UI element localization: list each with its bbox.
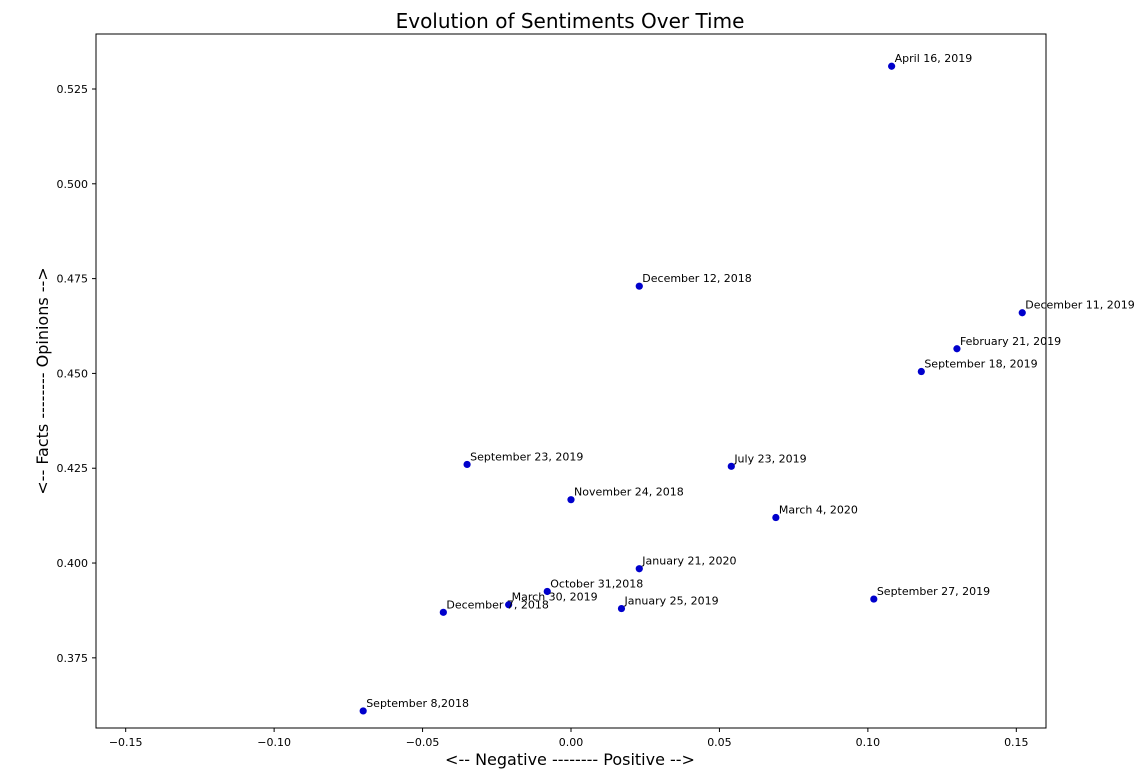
data-point — [567, 496, 575, 504]
data-point — [953, 345, 961, 353]
y-tick-label: 0.375 — [57, 652, 89, 665]
y-tick-label: 0.450 — [57, 367, 89, 380]
y-tick-label: 0.500 — [57, 178, 89, 191]
data-point — [888, 62, 896, 70]
y-tick-label: 0.525 — [57, 83, 89, 96]
data-point — [772, 513, 780, 522]
x-tick-label: 0.05 — [707, 736, 732, 749]
x-tick-label: 0.10 — [856, 736, 881, 749]
data-point-label: April 16, 2019 — [895, 52, 973, 65]
data-point — [463, 460, 471, 469]
data-point-label: December 7, 2018 — [446, 598, 549, 611]
data-point-label: September 18, 2019 — [924, 358, 1037, 371]
y-tick-label: 0.425 — [57, 462, 89, 475]
data-point-label: October 31,2018 — [550, 577, 643, 590]
data-point-label: February 21, 2019 — [960, 335, 1061, 348]
y-tick-label: 0.475 — [57, 273, 89, 286]
data-point-label: September 23, 2019 — [470, 450, 583, 463]
data-point-label: September 27, 2019 — [877, 585, 990, 598]
plot-area-frame — [95, 33, 1047, 729]
data-point — [635, 282, 643, 290]
data-point-label: September 8,2018 — [366, 697, 469, 710]
x-tick-label: 0.00 — [559, 736, 584, 749]
y-tick-label: 0.400 — [57, 557, 89, 570]
y-axis-ticks: 0.375 0.400 0.425 0.450 0.475 0.500 0.525 — [57, 83, 96, 665]
x-axis-ticks: −0.15 −0.10 −0.05 0.00 0.05 0.10 0.15 — [109, 728, 1029, 749]
x-tick-label: −0.10 — [257, 736, 291, 749]
data-point-label: December 12, 2018 — [642, 272, 752, 285]
data-point — [543, 587, 551, 596]
data-point-label: January 21, 2020 — [641, 555, 736, 568]
data-point-label: January 25, 2019 — [623, 595, 718, 608]
data-point — [870, 595, 878, 603]
x-axis-label: <-- Negative -------- Positive --> — [445, 750, 695, 769]
data-point — [359, 707, 367, 715]
data-point-label: March 30, 2019 — [512, 591, 598, 604]
y-axis-label: <-- Facts -------- Opinions --> — [33, 267, 52, 494]
chart-title: Evolution of Sentiments Over Time — [396, 9, 745, 33]
data-point — [439, 608, 447, 616]
data-point — [917, 367, 925, 376]
data-point-label: December 11, 2019 — [1025, 299, 1135, 312]
x-tick-label: 0.15 — [1004, 736, 1029, 749]
data-point-label: July 23, 2019 — [733, 452, 806, 465]
x-tick-label: −0.05 — [406, 736, 440, 749]
data-point-label: November 24, 2018 — [574, 486, 684, 499]
data-point — [727, 462, 735, 470]
data-points: April 16, 2019 December 12, 2018 December … — [359, 52, 1135, 715]
data-point — [635, 565, 643, 573]
data-point — [617, 604, 626, 613]
data-point — [1018, 309, 1026, 317]
data-point — [505, 601, 513, 609]
x-tick-label: −0.15 — [109, 736, 143, 749]
data-point-label: March 4, 2020 — [779, 504, 858, 517]
